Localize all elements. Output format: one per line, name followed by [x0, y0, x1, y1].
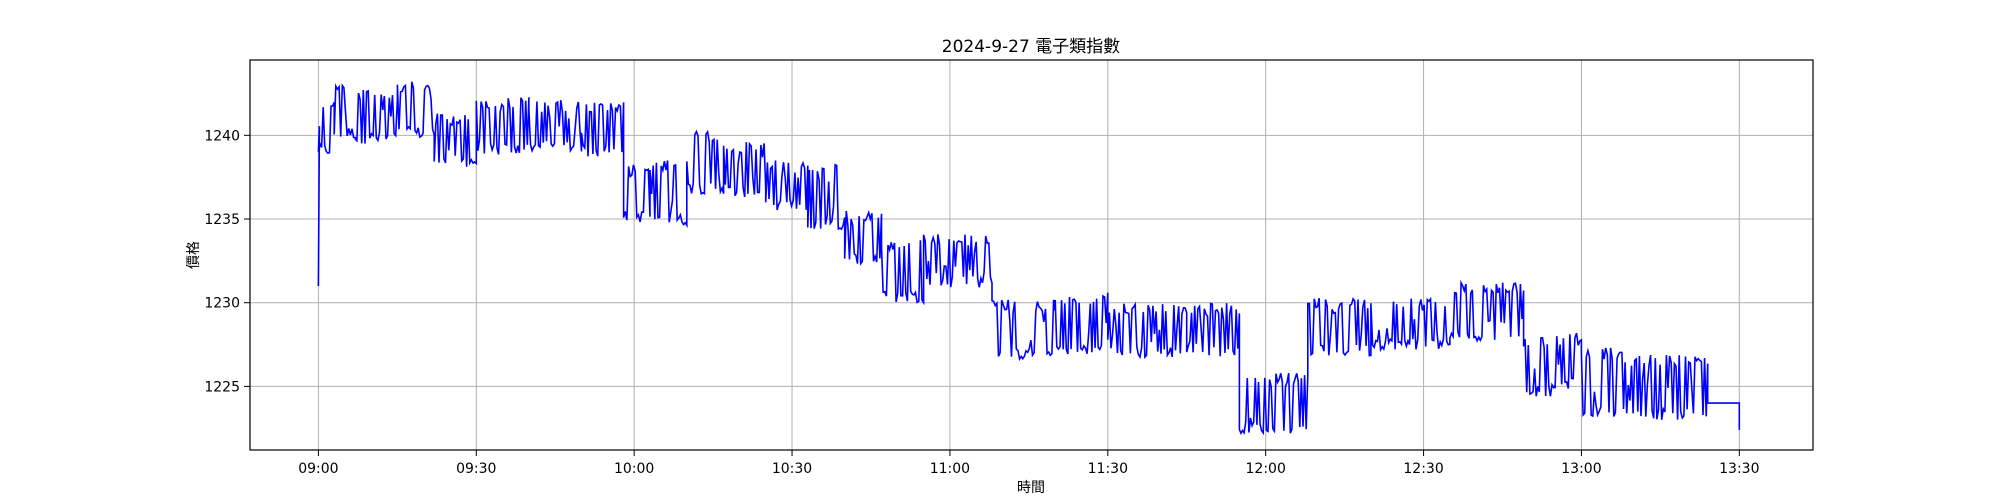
x-tick-label: 12:30	[1403, 461, 1443, 477]
x-tick-label: 09:30	[456, 461, 496, 477]
x-axis-label: 時間	[1017, 480, 1045, 496]
y-tick-label: 1230	[204, 296, 240, 312]
plot-frame	[249, 59, 1814, 451]
x-tick-label: 11:00	[930, 461, 970, 477]
ticks: 09:00 09:30 10:00 10:30 11:00 11:30 12:00 12:30…	[204, 128, 1759, 477]
series-layer	[317, 81, 1741, 436]
x-tick-label: 13:30	[1719, 461, 1759, 477]
x-tick-label: 12:00	[1246, 461, 1286, 477]
x-tick-label: 10:30	[772, 461, 812, 477]
x-tick-label: 10:00	[614, 461, 654, 477]
x-tick-label: 13:00	[1561, 461, 1601, 477]
chart-title: 2024-9-27 電子類指數	[942, 37, 1120, 57]
x-tick-label: 09:00	[298, 461, 338, 477]
y-axis-label: 價格	[185, 241, 202, 269]
series-line-0	[317, 81, 1741, 436]
x-tick-label: 11:30	[1088, 461, 1128, 477]
y-tick-label: 1225	[204, 379, 240, 395]
y-tick-label: 1240	[204, 128, 240, 144]
y-tick-label: 1235	[204, 212, 240, 228]
grid	[250, 60, 1813, 450]
